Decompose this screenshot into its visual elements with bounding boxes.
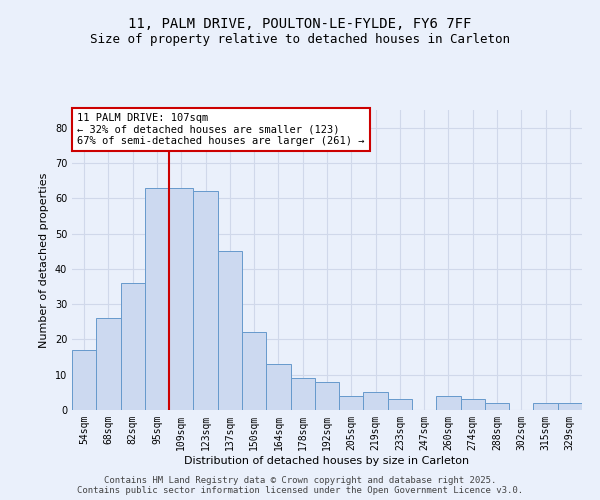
Bar [218,251,242,410]
Bar [96,318,121,410]
Y-axis label: Number of detached properties: Number of detached properties [39,172,49,348]
Bar [72,350,96,410]
Bar [533,403,558,410]
Bar [169,188,193,410]
Text: Contains HM Land Registry data © Crown copyright and database right 2025.
Contai: Contains HM Land Registry data © Crown c… [77,476,523,495]
Bar [145,188,169,410]
Bar [485,403,509,410]
Bar [339,396,364,410]
Bar [121,283,145,410]
Bar [436,396,461,410]
Bar [266,364,290,410]
Bar [388,400,412,410]
Text: 11, PALM DRIVE, POULTON-LE-FYLDE, FY6 7FF: 11, PALM DRIVE, POULTON-LE-FYLDE, FY6 7F… [128,18,472,32]
Bar [193,191,218,410]
Bar [461,400,485,410]
Text: Size of property relative to detached houses in Carleton: Size of property relative to detached ho… [90,32,510,46]
Text: 11 PALM DRIVE: 107sqm
← 32% of detached houses are smaller (123)
67% of semi-det: 11 PALM DRIVE: 107sqm ← 32% of detached … [77,113,365,146]
Bar [558,403,582,410]
Bar [364,392,388,410]
Bar [315,382,339,410]
Bar [290,378,315,410]
Bar [242,332,266,410]
X-axis label: Distribution of detached houses by size in Carleton: Distribution of detached houses by size … [184,456,470,466]
